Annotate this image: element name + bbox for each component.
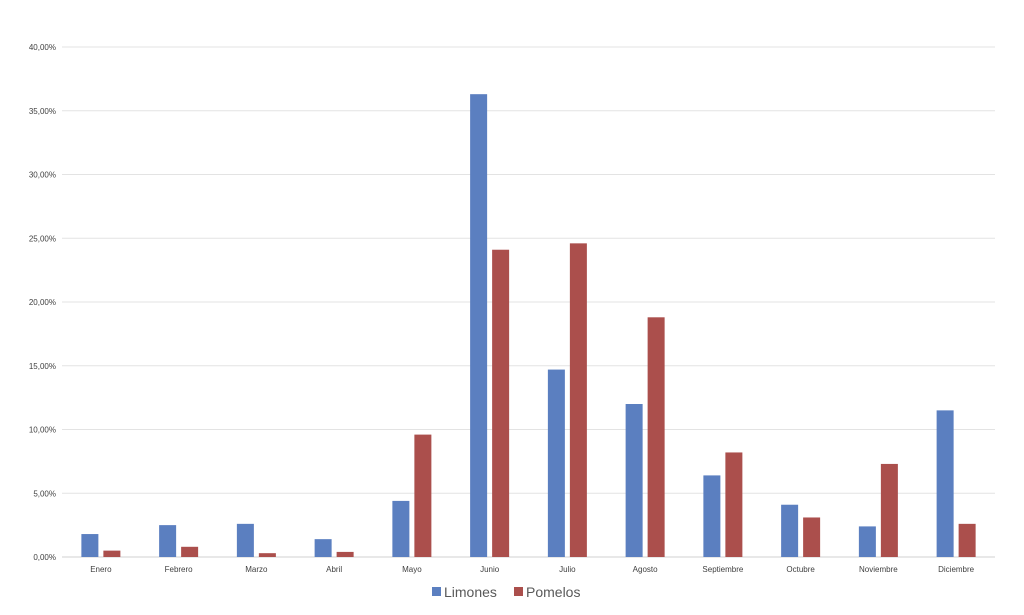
y-tick-label: 30,00% <box>29 171 56 180</box>
legend-label-pomelos: Pomelos <box>526 584 580 600</box>
gridlines <box>62 46 995 558</box>
bar-limones <box>81 534 99 557</box>
bars <box>81 94 976 558</box>
y-tick-label: 25,00% <box>29 234 56 243</box>
x-tick-label: Mayo <box>402 565 422 574</box>
y-tick-label: 5,00% <box>33 489 56 498</box>
bar-pomelos <box>414 434 432 557</box>
x-tick-label: Octubre <box>786 565 815 574</box>
y-tick-label: 40,00% <box>29 43 56 52</box>
legend-label-limones: Limones <box>444 584 497 600</box>
x-tick-label: Marzo <box>245 565 268 574</box>
legend-swatch-limones <box>432 587 441 596</box>
y-tick-label: 15,00% <box>29 362 56 371</box>
y-tick-label: 35,00% <box>29 107 56 116</box>
bar-limones <box>236 523 254 557</box>
bar-limones <box>392 500 410 557</box>
bar-pomelos <box>181 546 199 557</box>
x-axis-labels: Enero Febrero Marzo Abril Mayo Junio Julio Agos… <box>90 565 974 574</box>
bar-limones <box>936 410 954 557</box>
x-tick-label: Febrero <box>165 565 194 574</box>
bar-limones <box>781 504 799 557</box>
bar-pomelos <box>725 452 743 557</box>
bar-pomelos <box>647 317 665 557</box>
x-tick-label: Agosto <box>633 565 658 574</box>
bar-pomelos <box>103 550 121 557</box>
bar-limones <box>703 475 721 557</box>
x-tick-label: Diciembre <box>938 565 975 574</box>
x-tick-label: Enero <box>90 565 112 574</box>
x-tick-label: Noviembre <box>859 565 898 574</box>
bar-pomelos <box>258 553 276 557</box>
x-tick-label: Septiembre <box>702 565 743 574</box>
bar-limones <box>625 404 643 557</box>
bar-limones <box>159 525 177 557</box>
bar-pomelos <box>492 249 510 557</box>
bar-limones <box>470 94 488 558</box>
x-tick-label: Julio <box>559 565 576 574</box>
y-tick-label: 0,00% <box>33 553 56 562</box>
y-axis-ticks: 0,00% 5,00% 10,00% 15,00% 20,00% 25,00% 30,00%… <box>29 43 56 562</box>
legend: Limones Pomelos <box>432 584 580 600</box>
bar-pomelos <box>336 551 354 557</box>
bar-limones <box>858 526 876 557</box>
legend-swatch-pomelos <box>514 587 523 596</box>
bar-limones <box>547 369 565 557</box>
x-tick-label: Junio <box>480 565 500 574</box>
bar-pomelos <box>880 463 898 557</box>
bar-pomelos <box>803 517 821 557</box>
x-tick-label: Abril <box>326 565 342 574</box>
y-tick-label: 20,00% <box>29 298 56 307</box>
bar-limones <box>314 539 332 557</box>
bar-pomelos <box>569 243 587 557</box>
y-tick-label: 10,00% <box>29 426 56 435</box>
bar-pomelos <box>958 523 976 557</box>
